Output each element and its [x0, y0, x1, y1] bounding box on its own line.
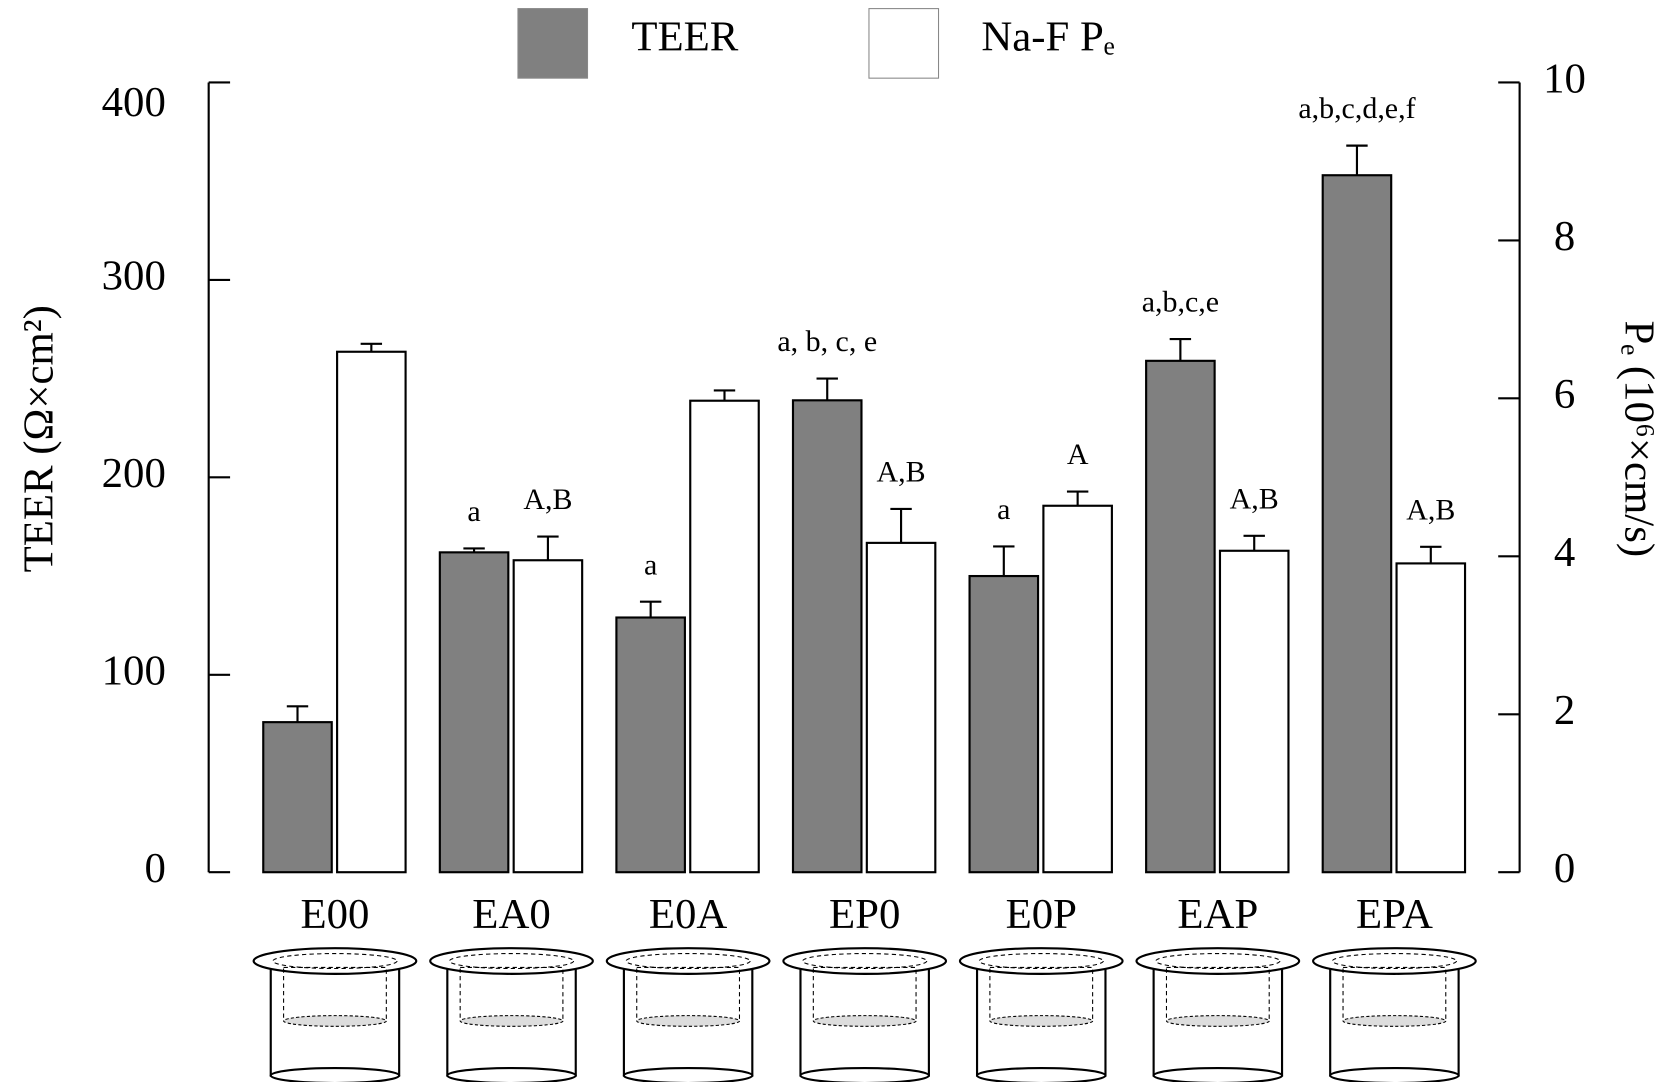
insert-rim — [960, 948, 1123, 974]
insert — [1343, 967, 1446, 1021]
y-axis-label: TEER (Ω×cm²) — [16, 305, 63, 572]
error-bar — [817, 379, 838, 401]
bar — [337, 352, 405, 872]
y2-tick-label: 0 — [1554, 845, 1575, 892]
y-tick-label: 300 — [102, 253, 166, 300]
error-bar — [1170, 339, 1191, 361]
bar — [1397, 563, 1465, 872]
insert-icon — [783, 948, 946, 1082]
bar — [616, 618, 684, 873]
bar — [970, 576, 1038, 872]
insert — [813, 967, 916, 1021]
insert-icon — [1137, 948, 1300, 1082]
membrane — [990, 1016, 1093, 1027]
bar — [1323, 175, 1391, 872]
y2-tick-label: 2 — [1554, 687, 1575, 734]
annotation: a — [644, 548, 657, 581]
insert-rim — [254, 948, 417, 974]
bar — [1146, 361, 1214, 872]
insert-icon — [430, 948, 593, 1082]
error-bar — [287, 706, 308, 722]
insert-rim — [607, 948, 770, 974]
error-bar — [537, 537, 558, 561]
annotation: a,b,c,d,e,f — [1298, 92, 1415, 125]
y-tick-label: 200 — [102, 450, 166, 497]
well-bottom — [1154, 1068, 1282, 1082]
insert — [990, 967, 1093, 1021]
well-bottom — [977, 1068, 1105, 1082]
insert-rim — [783, 948, 946, 974]
annotation: a,b,c,e — [1142, 286, 1219, 319]
legend-label: TEER — [631, 14, 738, 61]
page: {"chart_data":{"type":"bar", "categories… — [0, 0, 1678, 1082]
error-bar — [1067, 492, 1088, 506]
membrane — [637, 1016, 740, 1027]
insert-rim — [1137, 948, 1300, 974]
x-tick-label: EA0 — [472, 891, 550, 938]
legend-label: Na-F Pₑ — [981, 14, 1114, 61]
insert-icon — [254, 948, 417, 1082]
well-bottom — [447, 1068, 575, 1082]
bar — [263, 722, 331, 872]
x-tick-label: E0P — [1006, 891, 1077, 938]
bar — [1220, 551, 1288, 872]
error-bar — [361, 344, 382, 352]
chart: TEER (Ω×cm²) Pₑ (10⁶×cm/s) 0100200300400… — [0, 0, 1678, 1082]
annotation: A,B — [1406, 493, 1455, 526]
membrane — [813, 1016, 916, 1027]
well-bottom — [1330, 1068, 1458, 1082]
x-tick-label: EAP — [1177, 891, 1258, 938]
insert-icon — [607, 948, 770, 1082]
bar — [1043, 506, 1111, 872]
x-tick-label: EP0 — [829, 891, 900, 938]
bar — [690, 401, 758, 872]
error-bar — [1244, 536, 1265, 551]
error-bar — [1346, 146, 1367, 176]
well-bottom — [624, 1068, 752, 1082]
error-bar — [1420, 547, 1441, 564]
error-bar — [993, 546, 1014, 576]
membrane — [1343, 1016, 1446, 1027]
annotation: A,B — [877, 456, 926, 489]
annotation: a — [467, 495, 480, 528]
x-tick-label: EPA — [1356, 891, 1433, 938]
x-tick-label: E00 — [300, 891, 369, 938]
y2-tick-label: 6 — [1554, 371, 1575, 418]
insert-icon — [1313, 948, 1476, 1082]
membrane — [284, 1016, 387, 1027]
insert — [637, 967, 740, 1021]
insert-rim — [430, 948, 593, 974]
y2-axis-label: Pₑ (10⁶×cm/s) — [1615, 320, 1662, 557]
bar — [440, 552, 508, 872]
bar — [514, 560, 582, 872]
insert-icon — [960, 948, 1123, 1082]
error-bar — [714, 390, 735, 400]
insert — [284, 967, 387, 1021]
well-bottom — [271, 1068, 399, 1082]
y-tick-label: 100 — [102, 648, 166, 695]
annotation: A,B — [523, 483, 572, 516]
insert — [460, 967, 563, 1021]
membrane — [1166, 1016, 1269, 1027]
error-bar — [640, 602, 661, 618]
x-tick-label: E0A — [649, 891, 728, 938]
annotation: a, b, c, e — [777, 325, 877, 358]
insert — [1166, 967, 1269, 1021]
well-bottom — [800, 1068, 928, 1082]
annotation: A,B — [1230, 482, 1279, 515]
y2-tick-label: 10 — [1543, 55, 1586, 102]
legend-swatch — [518, 9, 588, 79]
y-tick-label: 0 — [144, 845, 165, 892]
insert-rim — [1313, 948, 1476, 974]
bar — [867, 543, 935, 872]
y2-tick-label: 4 — [1554, 529, 1575, 576]
bar — [793, 400, 861, 872]
error-bar — [890, 509, 911, 543]
y2-tick-label: 8 — [1554, 213, 1575, 260]
annotation: a — [997, 493, 1010, 526]
membrane — [460, 1016, 563, 1027]
annotation: A — [1067, 438, 1089, 471]
legend-swatch — [869, 9, 939, 79]
y-tick-label: 400 — [102, 79, 166, 126]
